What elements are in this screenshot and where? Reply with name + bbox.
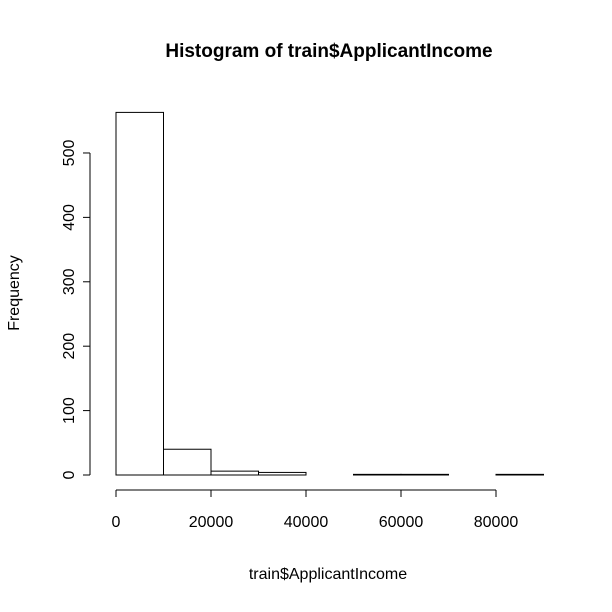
bar bbox=[495, 473, 544, 476]
x-tick-label: 0 bbox=[112, 514, 121, 531]
y-tick-label: 0 bbox=[61, 470, 78, 479]
x-axis-label: train$ApplicantIncome bbox=[249, 566, 407, 583]
y-tick-label: 100 bbox=[61, 397, 78, 424]
x-tick-label: 80000 bbox=[474, 514, 519, 531]
x-tick-label: 40000 bbox=[284, 514, 329, 531]
y-tick-label: 300 bbox=[61, 268, 78, 295]
x-tick-label: 20000 bbox=[189, 514, 234, 531]
y-tick-label: 400 bbox=[61, 204, 78, 231]
bar bbox=[163, 448, 212, 476]
x-tick-label: 60000 bbox=[379, 514, 424, 531]
y-tick-label: 200 bbox=[61, 333, 78, 360]
bar bbox=[400, 473, 449, 476]
bar bbox=[115, 111, 164, 476]
bar bbox=[353, 473, 402, 476]
bar bbox=[210, 470, 259, 476]
chart-title: Histogram of train$ApplicantIncome bbox=[165, 41, 492, 62]
bar bbox=[258, 471, 307, 476]
y-axis-label: Frequency bbox=[6, 255, 23, 331]
y-tick-label: 500 bbox=[61, 140, 78, 167]
